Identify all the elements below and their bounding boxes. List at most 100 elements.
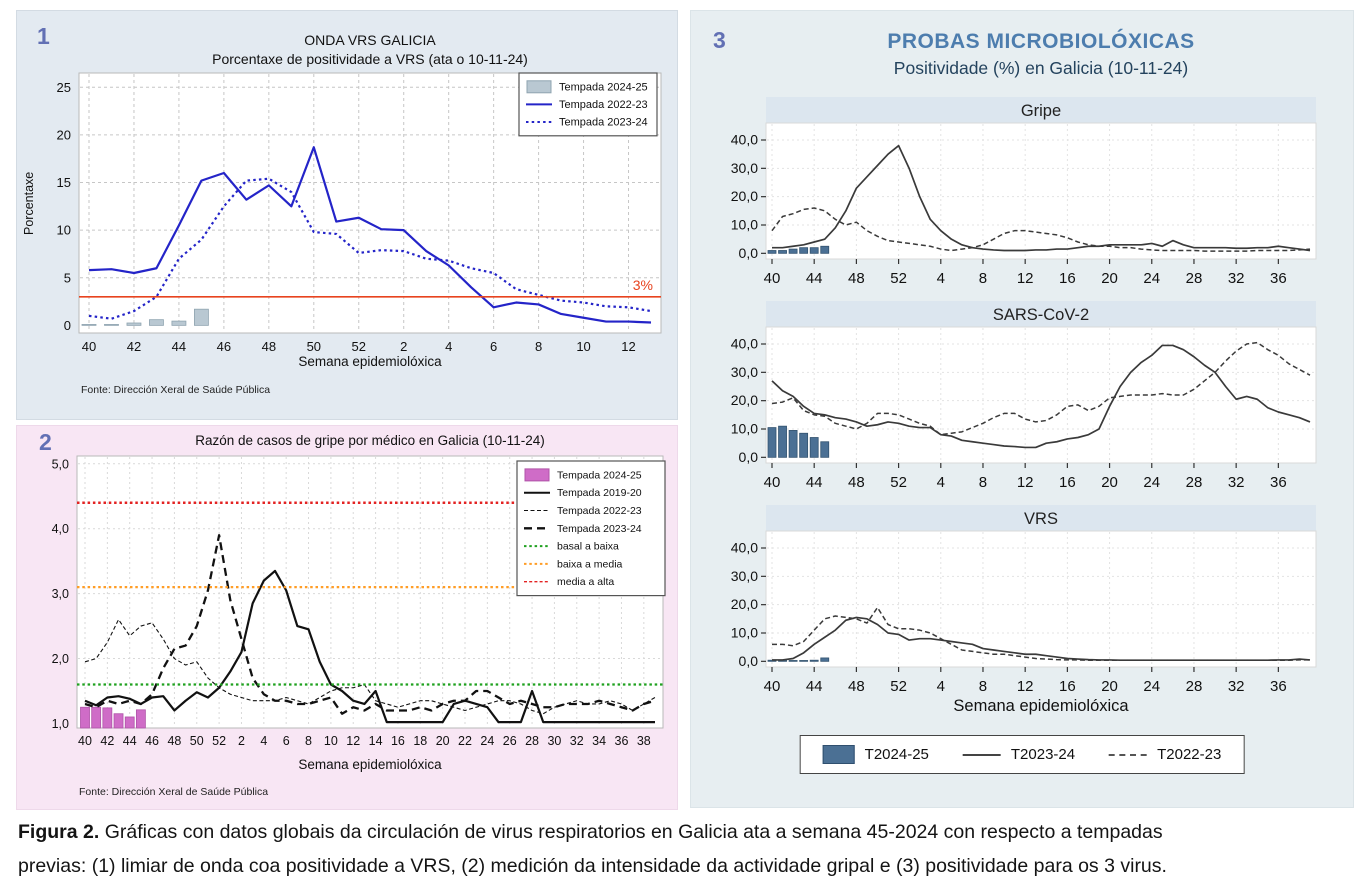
y-tick-label: 15 [57,175,71,190]
x-tick-label: 48 [262,339,276,354]
panel-onda-vrs: 40 42 44 46 48 50 52 2 4 6 8 10 12 0 5 10 15 20 25 3% Tempad… [16,10,678,420]
x-tick-label: 50 [190,734,204,748]
x-tick-label: 46 [145,734,159,748]
x-tick-label: 40 [82,339,96,354]
legend: T2024-25 T2023-24 T2022-23 [799,735,1245,774]
series-line [772,144,1311,252]
panel-number-1: 1 [37,23,50,49]
x-tick-label: 32 [1228,474,1245,491]
x-tick-label: 16 [391,734,405,748]
y-tick-label: 10 [57,223,71,238]
x-tick-label: 2 [238,734,245,748]
x-tick-label: 4 [445,339,452,354]
x-tick-label: 8 [979,270,987,287]
x-axis-label: Semana epidemiolóxica [953,697,1129,715]
caption-line-1: Figura 2. Gráficas con datos globais da … [18,816,1346,850]
y-tick-label: 25 [57,80,71,95]
x-tick-label: 2 [400,339,407,354]
x-tick-label: 42 [127,339,141,354]
y-tick-label: 5,0 [52,457,69,471]
x-tick-label: 32 [1228,678,1245,695]
x-tick-label: 52 [212,734,226,748]
x-tick-label: 38 [637,734,651,748]
subplot-header-band [766,301,1316,327]
bar [104,324,119,326]
series-line [84,619,656,715]
source-note: Fonte: Dirección Xeral de Saúde Pública [81,384,271,396]
x-tick-label: 8 [305,734,312,748]
bar [820,245,830,254]
x-tick-label: 28 [1186,474,1203,491]
panel-number-3: 3 [713,27,726,53]
y-tick-label: 0,0 [739,449,759,465]
bar [809,247,819,254]
y-tick-label: 4,0 [52,522,69,536]
bar [809,659,819,662]
x-tick-label: 48 [848,270,865,287]
x-tick-label: 16 [1059,474,1076,491]
legend-swatch-box [524,468,550,482]
x-tick-label: 44 [172,339,186,354]
x-tick-label: 24 [1143,678,1160,695]
x-tick-label: 12 [621,339,635,354]
y-tick-label: 30,0 [731,160,758,176]
x-tick-label: 28 [525,734,539,748]
panel-number-2: 2 [39,429,52,455]
razon-gripe-chart: 40 42 44 46 48 50 52 2 4 6 8 10 12 14 16 18 20 22 24 26 28 30… [52,455,666,748]
x-tick-label: 4 [260,734,267,748]
x-tick-label: 48 [848,474,865,491]
x-tick-label: 20 [1101,270,1118,287]
solid-line-swatch [962,753,1001,756]
x-tick-label: 52 [352,339,366,354]
legend-label: T2022-23 [1157,746,1222,763]
bar [820,441,830,458]
x-tick-label: 36 [1270,270,1287,287]
chart-subtitle: Porcentaxe de positividade a VRS (ata o … [212,51,528,67]
x-tick-label: 24 [1143,474,1160,491]
series-line [84,569,655,724]
y-tick-label: 20,0 [731,392,758,408]
bar [788,248,798,254]
x-tick-label: 4 [937,474,945,491]
bar [820,657,830,662]
legend-label: Tempada 2024-25 [559,81,648,93]
series-line [771,344,1311,449]
x-tick-label: 36 [1270,678,1287,695]
bar [788,430,798,458]
bar [788,660,798,662]
x-tick-label: 26 [503,734,517,748]
bar [767,250,777,254]
legend-item: T2024-25 [822,745,929,764]
subplot-title: SARS-CoV-2 [993,306,1089,324]
x-tick-label: 28 [1186,270,1203,287]
y-tick-label: 30,0 [731,364,758,380]
x-tick-label: 16 [1059,270,1076,287]
x-tick-label: 50 [307,339,321,354]
bar [149,319,164,326]
x-tick-label: 40 [764,474,781,491]
bar [126,322,142,326]
x-tick-label: 8 [979,678,987,695]
bar [778,250,787,254]
bar [91,706,102,729]
x-tick-label: 40 [764,678,781,695]
legend-item: T2023-24 [962,746,1076,763]
x-tick-label: 12 [1017,270,1034,287]
bar [809,437,819,458]
bar [778,425,787,458]
legend-label: T2023-24 [1010,746,1076,763]
bar [113,713,124,729]
bar [135,709,146,729]
x-axis-label: Semana epidemiolóxica [298,757,442,772]
chart-title: Razón de casos de gripe por médico en Ga… [195,433,545,448]
panel-razon-gripe: 40 42 44 46 48 50 52 2 4 6 8 10 12 14 16 18 20 22 24 26 28 30… [16,425,678,810]
x-tick-label: 46 [217,339,231,354]
y-tick-label: 30,0 [731,568,758,584]
x-tick-label: 20 [1101,678,1118,695]
x-tick-label: 44 [806,474,823,491]
legend-label: Tempada 2024-25 [557,469,642,481]
panel-probas-microbioloxicas: Gripe 40 44 48 52 4 8 12 16 20 24 28 32 36 0,0 10,0 20,0… [690,10,1354,808]
y-tick-label: 40,0 [731,132,758,148]
x-tick-label: 22 [458,734,472,748]
onda-vrs-chart: 40 42 44 46 48 50 52 2 4 6 8 10 1205101520253%Tempad… [57,72,662,354]
